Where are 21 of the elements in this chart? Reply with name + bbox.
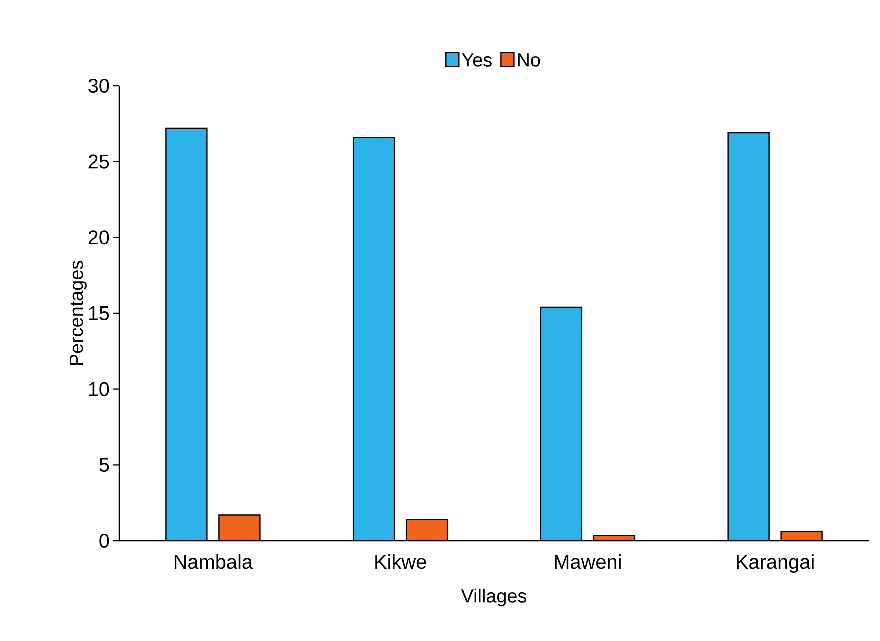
y-tick-label: 30 bbox=[88, 78, 110, 94]
legend-label: No bbox=[518, 54, 540, 67]
y-tick-label: 10 bbox=[89, 382, 110, 396]
bar bbox=[540, 307, 582, 541]
x-tick-label: Maweni bbox=[555, 554, 621, 570]
bar bbox=[728, 132, 770, 541]
bar bbox=[166, 128, 208, 541]
y-tick-label: 0 bbox=[100, 534, 110, 548]
legend-label: Yes bbox=[462, 54, 492, 67]
y-tick-label: 5 bbox=[100, 458, 110, 472]
y-tick-label: 25 bbox=[88, 154, 110, 169]
x-tick-label: Nambala bbox=[174, 554, 254, 570]
bar bbox=[354, 138, 395, 541]
y-tick-label: 20 bbox=[88, 230, 110, 245]
y-axis-title: Percentages bbox=[70, 261, 87, 366]
y-tick-label: 15 bbox=[89, 306, 110, 320]
x-axis-title: Villages bbox=[461, 588, 527, 607]
x-tick-label: Karangai bbox=[737, 554, 814, 574]
bar bbox=[406, 520, 448, 541]
bar bbox=[219, 515, 260, 541]
x-tick-label: Kikwe bbox=[376, 554, 426, 570]
